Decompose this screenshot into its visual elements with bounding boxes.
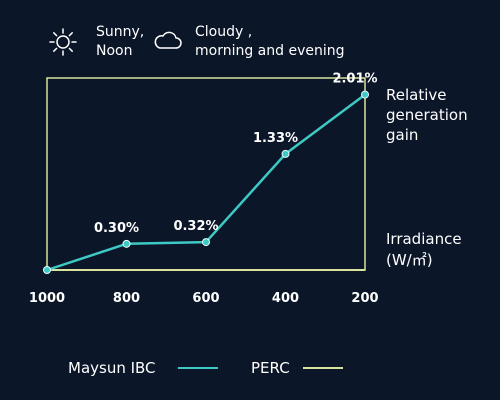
maysun-ibc-point [361, 90, 369, 99]
x-tick-labels: 1000 800 600 400 200 [29, 291, 379, 306]
x-axis-label-line2: (W/㎡) [386, 251, 433, 269]
sunny-label-line1: Sunny, [96, 24, 144, 40]
sun-icon [49, 28, 77, 56]
series-maysun-ibc [43, 90, 369, 274]
data-label: 1.33% [253, 131, 298, 146]
cloud-icon [154, 31, 182, 49]
legend-label-maysun-ibc: Maysun IBC [68, 359, 156, 377]
data-label: 2.01% [332, 72, 377, 87]
data-labels: 0.30% 0.32% 1.33% 2.01% [94, 72, 378, 236]
data-label: 0.32% [173, 219, 218, 234]
y-axis-label-line1: Relative [386, 86, 447, 104]
cloudy-label-line2: morning and evening [195, 43, 345, 59]
cloudy-label-line1: Cloudy , [195, 24, 252, 40]
maysun-ibc-point [122, 239, 131, 248]
x-tick-label: 1000 [29, 291, 65, 306]
maysun-ibc-point [281, 149, 290, 158]
x-tick-label: 600 [192, 291, 219, 306]
x-tick-label: 200 [351, 291, 378, 306]
maysun-ibc-point [202, 238, 210, 247]
legend-label-perc: PERC [251, 359, 290, 377]
data-label: 0.30% [94, 221, 139, 236]
x-tick-label: 400 [272, 291, 299, 306]
y-axis-label-line3: gain [386, 126, 418, 144]
maysun-ibc-point [43, 266, 51, 274]
sunny-label-line2: Noon [96, 43, 132, 59]
x-tick-label: 800 [113, 291, 140, 306]
x-axis-label-line1: Irradiance [386, 230, 462, 248]
y-axis-label-line2: generation [386, 106, 468, 124]
